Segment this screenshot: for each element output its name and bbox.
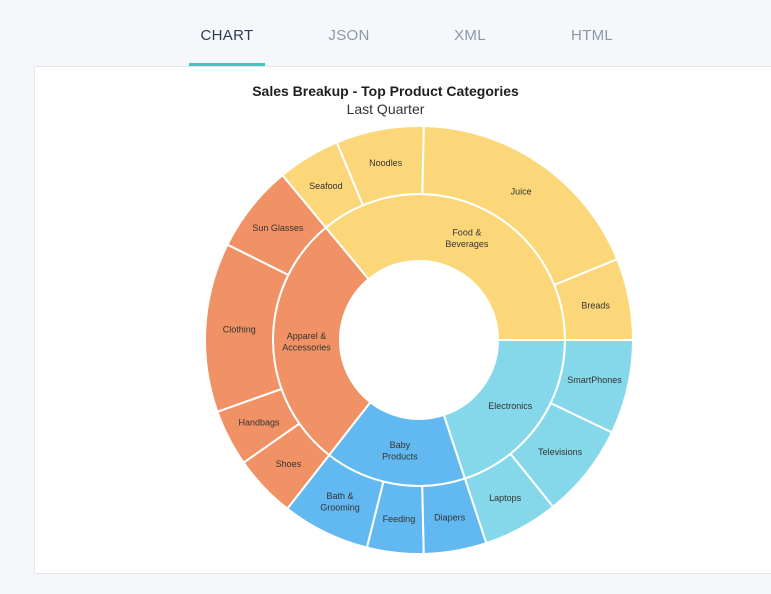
- label-feeding: Feeding: [383, 514, 416, 524]
- label-juice: Juice: [511, 187, 532, 197]
- label-diapers: Diapers: [434, 512, 466, 522]
- chart-subtitle: Last Quarter: [346, 101, 425, 117]
- label-clothing: Clothing: [223, 324, 256, 334]
- label-laptops: Laptops: [489, 493, 522, 503]
- tab-xml[interactable]: XML: [432, 0, 508, 64]
- label-food-and-beverages: Food & Beverages: [445, 227, 489, 249]
- segment-smartphones[interactable]: [549, 339, 635, 434]
- label-seafood: Seafood: [309, 181, 343, 191]
- active-tab-indicator: [189, 63, 265, 66]
- label-baby-products: Baby Products: [382, 440, 418, 462]
- label-handbags: Handbags: [239, 418, 281, 428]
- label-smartphones: SmartPhones: [567, 375, 622, 385]
- chart-title: Sales Breakup - Top Product Categories: [252, 83, 519, 99]
- tab-json[interactable]: JSON: [311, 0, 387, 64]
- tab-html[interactable]: HTML: [554, 0, 630, 64]
- label-apparel-and-accessories: Apparel & Accessories: [282, 331, 331, 353]
- label-bath-and-grooming: Bath & Grooming: [320, 491, 360, 513]
- label-electronics: Electronics: [488, 401, 533, 411]
- label-breads: Breads: [581, 300, 610, 310]
- label-shoes: Shoes: [276, 459, 302, 469]
- label-sun-glasses: Sun Glasses: [252, 223, 304, 233]
- tab-xml-label: XML: [454, 27, 486, 44]
- tab-json-label: JSON: [328, 27, 370, 44]
- tab-html-label: HTML: [570, 27, 614, 44]
- label-televisions: Televisions: [538, 447, 583, 457]
- tab-chart-label: CHART: [200, 27, 254, 44]
- label-noodles: Noodles: [369, 158, 403, 168]
- tab-bar: CHART JSON XML HTML: [0, 0, 771, 66]
- tab-chart[interactable]: CHART: [189, 0, 265, 66]
